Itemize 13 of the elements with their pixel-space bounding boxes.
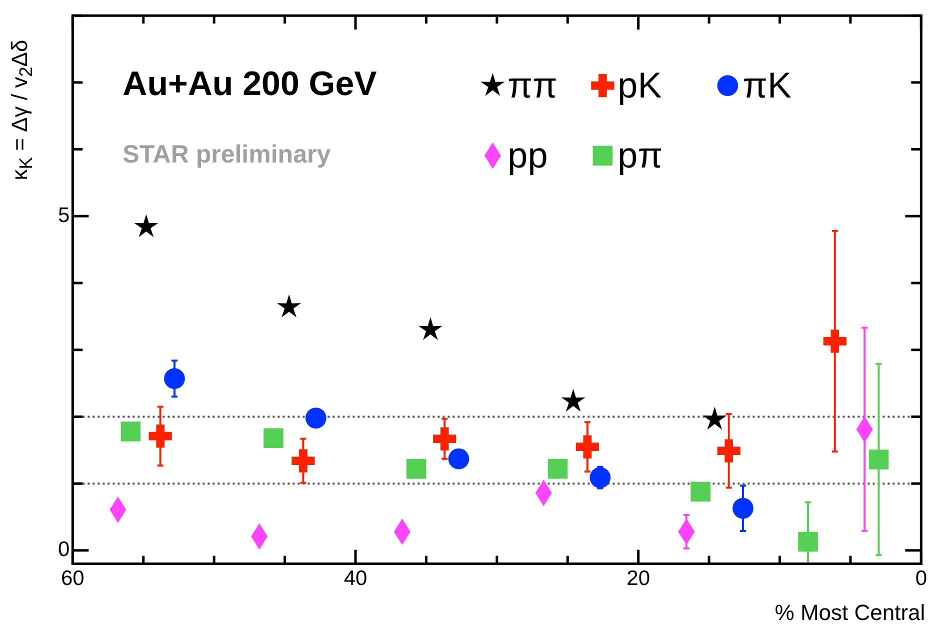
x-tick-label: 0: [915, 567, 928, 590]
legend-label: πK: [742, 64, 792, 106]
x-tick-label: 60: [61, 567, 84, 590]
legend-label: pp: [508, 134, 548, 176]
legend-label: pK: [618, 64, 662, 106]
x-axis-title: % Most Central: [774, 600, 926, 625]
annotation: STAR preliminary: [122, 140, 331, 168]
text: Au+Au 200 GeV: [122, 64, 378, 103]
legend-label: ππ: [508, 64, 558, 106]
x-tick-label: 20: [626, 567, 650, 590]
legend-label: pπ: [618, 134, 663, 176]
y-tick-label: 5: [58, 204, 70, 227]
x-tick-label: 40: [344, 567, 368, 590]
